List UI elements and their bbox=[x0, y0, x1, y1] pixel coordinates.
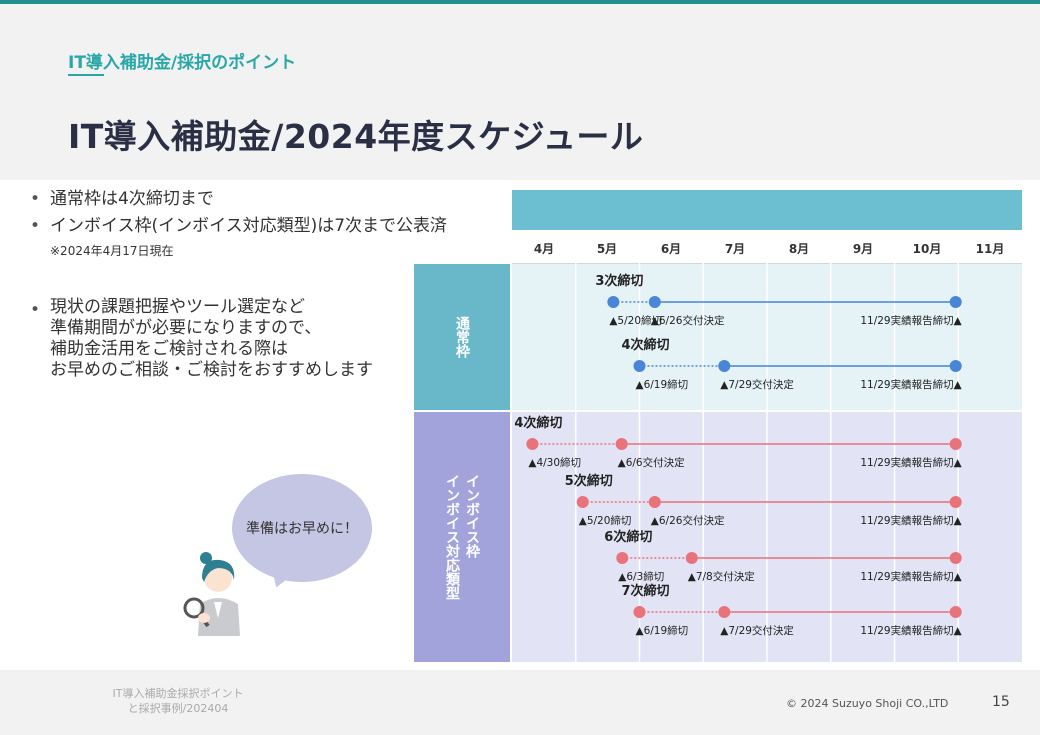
report-label: 11/29実績報告締切▲ bbox=[860, 624, 962, 637]
chart-header-band bbox=[512, 190, 1022, 230]
round-title: 4次締切 bbox=[514, 415, 562, 431]
top-accent-bar bbox=[0, 0, 1040, 4]
month-label: 11月 bbox=[975, 242, 1005, 256]
round-title: 7次締切 bbox=[622, 583, 670, 599]
bullet-line: 補助金活用をご検討される際は bbox=[50, 339, 288, 359]
decision-label: ▲6/26交付決定 bbox=[651, 314, 725, 327]
month-label: 10月 bbox=[912, 242, 942, 256]
copyright-text: © 2024 Suzuyo Shoji CO.,LTD bbox=[786, 697, 949, 710]
deadline-label: ▲6/19締切 bbox=[636, 378, 689, 391]
group-label-invoice: インボイス枠 インボイス対応類型 bbox=[414, 412, 510, 662]
speech-bubble bbox=[232, 474, 372, 582]
bullet-list: 通常枠は4次締切まで インボイス枠(インボイス対応類型)は7次まで公表済 ※20… bbox=[28, 186, 498, 381]
slide-footer bbox=[0, 670, 1040, 735]
slide-header bbox=[0, 4, 1040, 180]
timeline-overlay: 3次締切▲5/20締切▲6/26交付決定 11/29実績報告締切▲4次締切▲6/1… bbox=[514, 230, 963, 662]
deadline-marker bbox=[576, 496, 589, 508]
report-marker bbox=[949, 438, 962, 450]
month-label: 9月 bbox=[852, 242, 874, 256]
report-label: 11/29実績報告締切▲ bbox=[860, 514, 962, 527]
decision-marker bbox=[615, 438, 628, 450]
report-marker bbox=[949, 360, 962, 372]
subtitle-underline bbox=[68, 74, 104, 76]
section-subtitle: IT導入補助金/採択のポイント bbox=[68, 53, 297, 73]
schedule-chart: 4月 5月 6月 7月 8月 9月 10月 11月 通常枠 インボイス枠 インボ… bbox=[414, 190, 1022, 662]
deadline-label: ▲4/30締切 bbox=[528, 456, 581, 469]
decision-label: ▲7/8交付決定 bbox=[688, 570, 755, 583]
round-title: 4次締切 bbox=[622, 337, 670, 353]
round-title: 6次締切 bbox=[604, 529, 652, 545]
page-number: 15 bbox=[992, 694, 1010, 710]
report-marker bbox=[949, 496, 962, 508]
decision-marker bbox=[718, 606, 731, 618]
decision-marker bbox=[648, 296, 661, 308]
month-label: 4月 bbox=[533, 242, 555, 256]
month-label: 7月 bbox=[724, 242, 746, 256]
decision-label: ▲7/29交付決定 bbox=[720, 378, 794, 391]
report-label: 11/29実績報告締切▲ bbox=[860, 456, 962, 469]
bullet-line: 準備期間がが必要になりますので、 bbox=[50, 318, 322, 338]
deadline-label: ▲5/20締切 bbox=[609, 314, 662, 327]
footer-doc-title-line: IT導入補助金採択ポイント bbox=[112, 687, 244, 700]
group-label-text: 通常枠 bbox=[454, 316, 470, 358]
decision-label: ▲6/6交付決定 bbox=[618, 456, 685, 469]
person-with-magnifier-icon bbox=[183, 552, 240, 636]
deadline-label: ▲6/3締切 bbox=[618, 570, 664, 583]
bullet-item: インボイス枠(インボイス対応類型)は7次まで公表済 bbox=[28, 213, 498, 240]
report-label: 11/29実績報告締切▲ bbox=[860, 378, 962, 391]
as-of-note: ※2024年4月17日現在 bbox=[50, 244, 174, 258]
round-title: 3次締切 bbox=[595, 273, 643, 289]
month-label: 5月 bbox=[596, 242, 618, 256]
report-marker bbox=[949, 606, 962, 618]
report-label: 11/29実績報告締切▲ bbox=[860, 314, 962, 327]
decision-marker bbox=[648, 496, 661, 508]
group-label-text: インボイス枠 インボイス対応類型 bbox=[444, 474, 480, 600]
deadline-label: ▲6/19締切 bbox=[636, 624, 689, 637]
decision-marker bbox=[685, 552, 698, 564]
report-marker bbox=[949, 552, 962, 564]
round-title: 5次締切 bbox=[565, 473, 613, 489]
report-marker bbox=[949, 296, 962, 308]
deadline-marker bbox=[633, 360, 646, 372]
bullet-line: 現状の課題把握やツール選定など bbox=[50, 297, 305, 317]
deadline-marker bbox=[616, 552, 629, 564]
decision-marker bbox=[718, 360, 731, 372]
footer-doc-title: IT導入補助金採択ポイント と採択事例/202404 bbox=[98, 686, 258, 716]
bullet-item: 現状の課題把握やツール選定など 準備期間がが必要になりますので、 補助金活用をご… bbox=[28, 297, 498, 381]
footer-doc-title-line: と採択事例/202404 bbox=[127, 702, 229, 715]
speech-bubble-text: 準備はお早めに！ bbox=[246, 521, 358, 537]
month-label: 6月 bbox=[660, 242, 682, 256]
deadline-marker bbox=[633, 606, 646, 618]
group-label-regular: 通常枠 bbox=[414, 264, 510, 410]
decision-label: ▲7/29交付決定 bbox=[720, 624, 794, 637]
deadline-label: ▲5/20締切 bbox=[579, 514, 632, 527]
deadline-marker bbox=[526, 438, 539, 450]
bullet-item: 通常枠は4次締切まで bbox=[28, 186, 498, 213]
month-label: 8月 bbox=[788, 242, 810, 256]
bullet-line: お早めのご相談・ご検討をおすすめします bbox=[50, 360, 373, 380]
deadline-marker bbox=[607, 296, 620, 308]
page-title: IT導入補助金/2024年度スケジュール bbox=[68, 117, 644, 156]
decision-label: ▲6/26交付決定 bbox=[651, 514, 725, 527]
report-label: 11/29実績報告締切▲ bbox=[860, 570, 962, 583]
